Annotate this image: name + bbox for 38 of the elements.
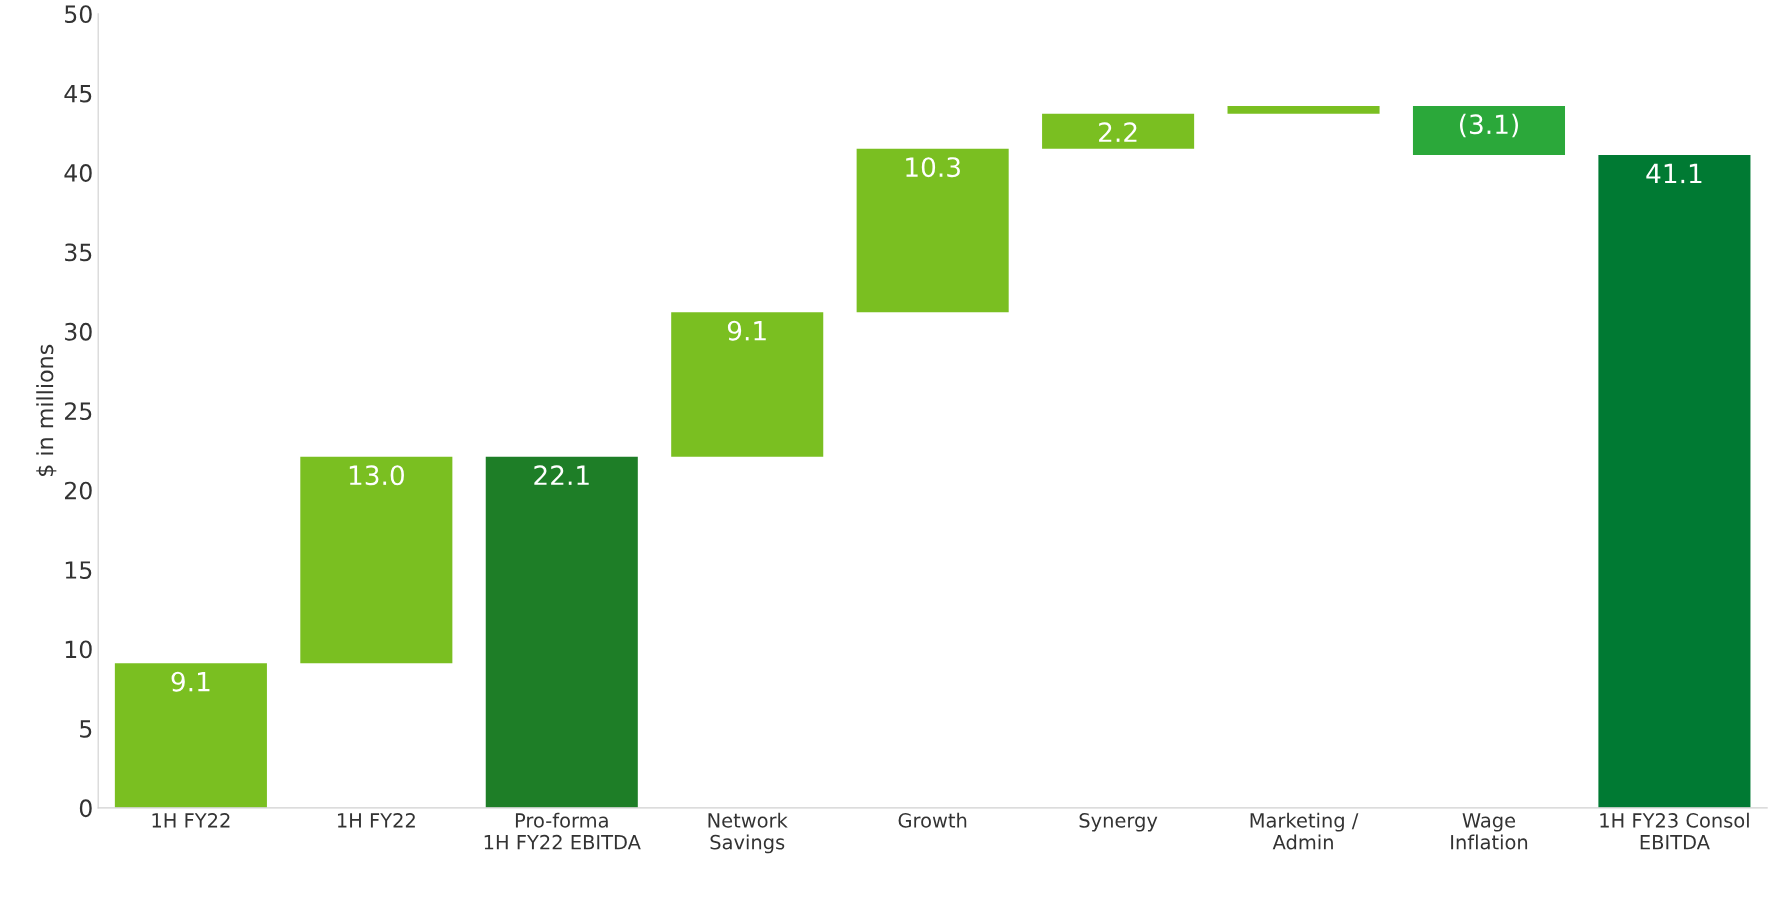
x-tick-label: 1H FY22: [337, 813, 415, 828]
y-tick-label: 0: [79, 799, 92, 818]
y-tick-label: 35: [65, 243, 92, 262]
y-tick-label: 5: [80, 720, 92, 738]
data-label: 41.1: [1646, 163, 1702, 184]
y-axis-title: $ in millions: [36, 344, 57, 477]
x-tick-label: Wage Inflation: [1451, 813, 1528, 850]
x-tick-label: Marketing / Admin: [1250, 812, 1359, 850]
y-tick-label: 40: [64, 164, 92, 182]
data-label: 13.0: [349, 465, 404, 486]
bar: [1042, 113, 1195, 149]
x-tick-label: Network Savings: [708, 812, 788, 854]
bar: [1412, 105, 1566, 156]
y-tick-label: 10: [65, 640, 92, 659]
y-tick-label: 50: [65, 5, 92, 24]
x-tick-label: 1H FY23 Consol EBITDA: [1600, 812, 1749, 850]
y-tick-label: 15: [65, 561, 92, 579]
data-label: 9.1: [727, 320, 766, 341]
bar: [1598, 155, 1751, 808]
y-tick-label: 20: [65, 481, 92, 500]
y-tick-label: 30: [65, 322, 92, 341]
bar: [114, 663, 267, 808]
data-label: 10.3: [906, 157, 960, 178]
x-tick-label: 1H FY22: [152, 813, 230, 828]
data-label: 9.1: [171, 671, 210, 692]
y-tick-label: 25: [65, 402, 92, 421]
x-tick-label: Synergy: [1079, 813, 1158, 832]
bar: [485, 456, 638, 808]
bar: [671, 312, 824, 457]
x-tick-label: Pro-forma 1H FY22 EBITDA: [484, 812, 641, 850]
bar: [1227, 105, 1380, 114]
bar: [856, 148, 1009, 313]
data-label: 22.1: [534, 465, 589, 485]
data-label: 2.2: [1099, 122, 1137, 142]
data-label: (3.1): [1459, 113, 1518, 138]
x-tick-label: Growth: [898, 812, 967, 828]
bar: [300, 456, 453, 664]
y-tick-label: 45: [64, 84, 92, 103]
